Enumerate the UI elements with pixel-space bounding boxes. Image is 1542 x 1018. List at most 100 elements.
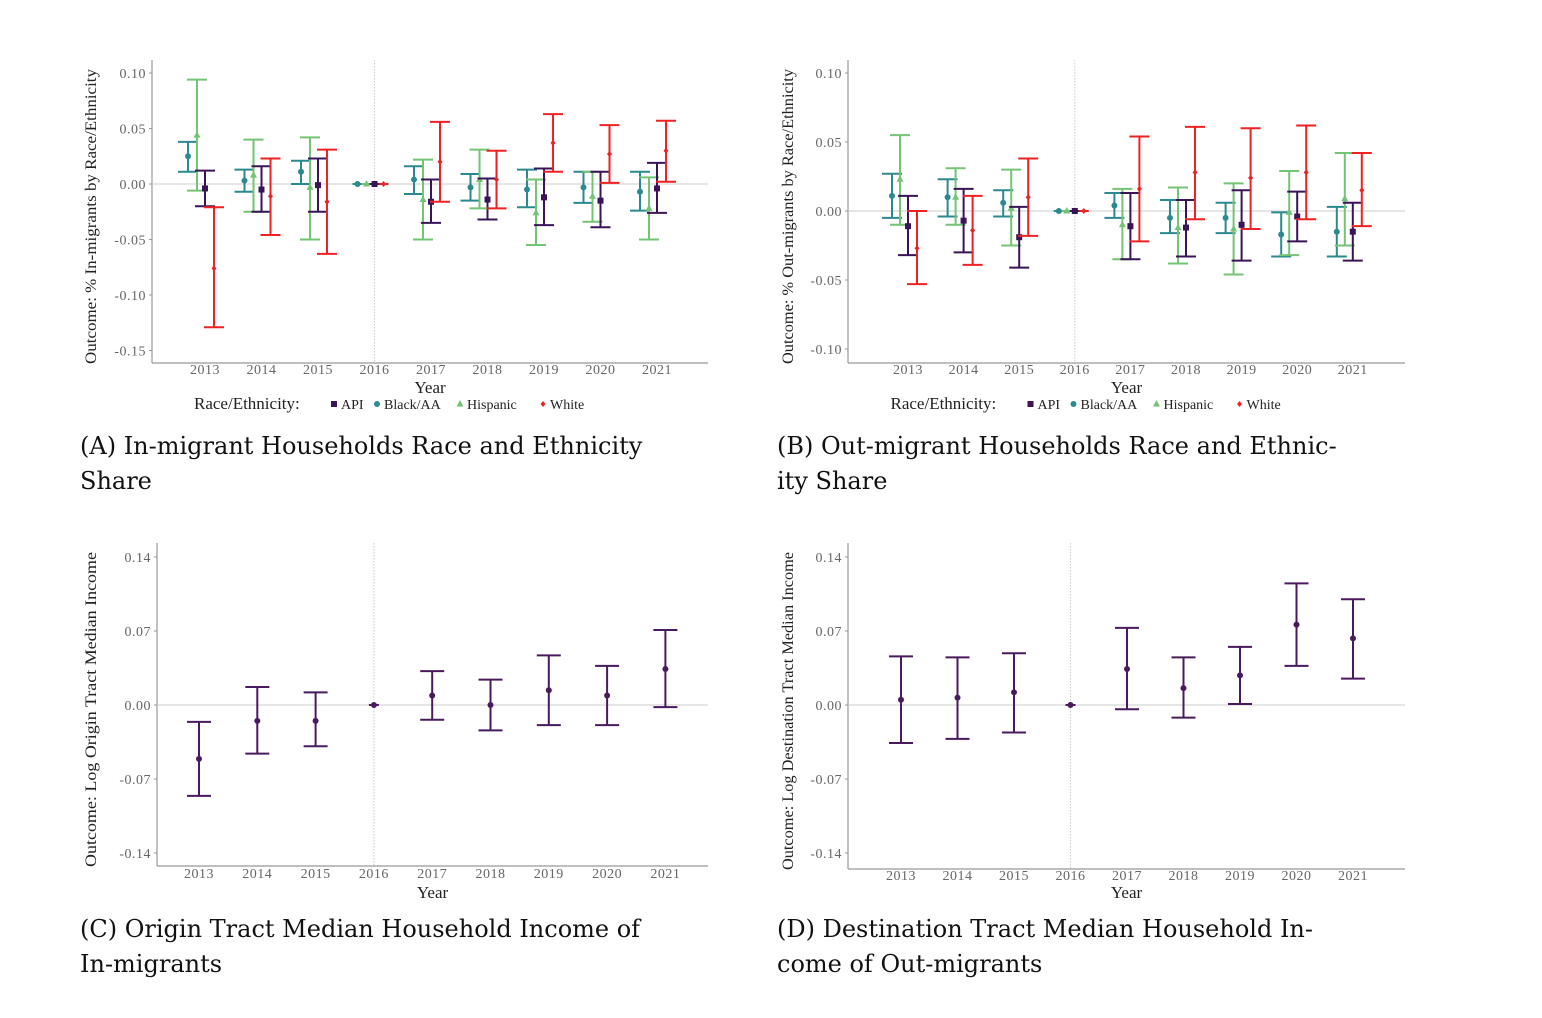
y-tick-label: 0.00 — [120, 178, 147, 193]
x-tick-label: 2020 — [592, 867, 622, 882]
data-point — [524, 186, 530, 193]
data-point — [1111, 202, 1118, 209]
data-point — [487, 702, 494, 708]
y-tick-label: -0.05 — [114, 234, 146, 249]
y-tick-label: -0.14 — [810, 847, 842, 862]
data-point — [1222, 214, 1229, 221]
data-point — [952, 193, 960, 200]
x-tick-label: 2015 — [301, 867, 331, 882]
y-tick-label: -0.05 — [810, 274, 842, 289]
legend: Race/Ethnicity: API Black/AA Hispanic White — [194, 394, 584, 413]
legend-key-white — [540, 401, 546, 407]
data-point — [1118, 220, 1126, 228]
x-tick-label: 2018 — [1171, 363, 1201, 378]
x-tick-label: 2015 — [1004, 363, 1034, 378]
data-point — [467, 184, 474, 191]
data-point — [607, 151, 612, 158]
data-point — [1293, 621, 1300, 628]
data-point — [411, 176, 417, 183]
data-point — [494, 176, 499, 183]
y-tick-label: 0.10 — [816, 67, 843, 82]
caption-c-line2: In-migrants — [80, 950, 223, 978]
legend-key-white — [1237, 401, 1242, 407]
data-point — [1349, 228, 1356, 235]
x-axis-title: Year — [1111, 378, 1143, 397]
x-tick-label: 2018 — [1169, 869, 1199, 884]
caption-b-line2: ity Share — [777, 467, 888, 495]
data-point — [258, 186, 265, 193]
data-point — [1183, 224, 1189, 231]
y-axis-title: Outcome: Log Destination Tract Median In… — [780, 552, 797, 870]
data-point — [202, 185, 208, 192]
data-point — [1011, 689, 1017, 696]
caption-a-line1: (A) In-migrant Households Race and Ethni… — [80, 432, 643, 460]
data-point — [1124, 666, 1130, 673]
data-point — [1248, 174, 1254, 181]
series-api — [195, 157, 667, 229]
y-tick-label: 0.14 — [816, 551, 843, 566]
data-point — [1230, 224, 1238, 232]
y-tick-label: 0.10 — [120, 67, 147, 82]
x-tick-label: 2014 — [943, 869, 973, 884]
legend-key-black-aa — [1070, 401, 1077, 407]
data-point — [654, 185, 660, 192]
data-point — [898, 696, 904, 703]
legend-label: Hispanic — [467, 398, 517, 413]
y-tick-label: 0.05 — [816, 136, 843, 151]
y-tick-label: 0.07 — [125, 625, 152, 640]
data-point — [1167, 214, 1173, 221]
x-tick-label: 2015 — [303, 363, 333, 378]
data-point — [241, 177, 248, 184]
data-point — [1350, 635, 1356, 642]
data-point — [1333, 228, 1340, 235]
series-estimate — [187, 628, 678, 797]
caption-b: (B) Out-migrant Households Race and Ethn… — [777, 429, 1437, 499]
x-tick-label: 2016 — [359, 867, 389, 882]
y-tick-label: -0.10 — [810, 343, 842, 358]
data-point — [419, 195, 427, 203]
caption-b-line1: (B) Out-migrant Households Race and Ethn… — [777, 432, 1337, 460]
x-tick-label: 2016 — [360, 363, 390, 378]
data-point — [637, 188, 643, 195]
data-point — [541, 194, 547, 201]
series-white — [907, 124, 1372, 286]
data-point — [370, 702, 377, 708]
data-point — [1025, 194, 1031, 201]
y-tick-label: -0.07 — [119, 773, 151, 788]
legend-key-black-aa — [374, 401, 380, 407]
data-point — [250, 171, 257, 178]
data-point — [550, 139, 556, 146]
data-point — [1341, 194, 1349, 202]
x-tick-label: 2020 — [586, 363, 616, 378]
x-tick-label: 2018 — [473, 363, 503, 378]
x-tick-label: 2014 — [242, 867, 272, 882]
x-tick-label: 2017 — [1115, 363, 1145, 378]
legend-title: Race/Ethnicity: — [194, 394, 300, 413]
caption-d-line2: come of Out-migrants — [777, 950, 1043, 978]
data-point — [1063, 207, 1071, 214]
data-point — [306, 183, 314, 190]
data-point — [1238, 221, 1245, 228]
data-point — [1081, 208, 1087, 214]
data-point — [185, 153, 191, 160]
data-point — [1067, 702, 1074, 708]
data-point — [1192, 169, 1198, 176]
x-tick-label: 2017 — [1112, 869, 1142, 884]
caption-d-line1: (D) Destination Tract Median Household I… — [777, 915, 1313, 943]
x-axis-title: Year — [417, 883, 449, 902]
legend-label: API — [1038, 398, 1061, 413]
data-point — [381, 181, 386, 187]
legend-label: White — [550, 398, 584, 413]
x-axis-title: Year — [1111, 883, 1143, 902]
y-tick-label: -0.14 — [119, 847, 151, 862]
data-point — [211, 265, 217, 272]
data-point — [1359, 187, 1365, 194]
data-point — [354, 181, 361, 187]
data-point — [1237, 672, 1243, 679]
y-tick-label: -0.10 — [114, 289, 146, 304]
data-point — [914, 245, 920, 252]
data-point — [1127, 223, 1134, 230]
x-tick-label: 2020 — [1282, 869, 1312, 884]
x-tick-label: 2020 — [1282, 363, 1312, 378]
x-tick-label: 2021 — [1338, 869, 1368, 884]
